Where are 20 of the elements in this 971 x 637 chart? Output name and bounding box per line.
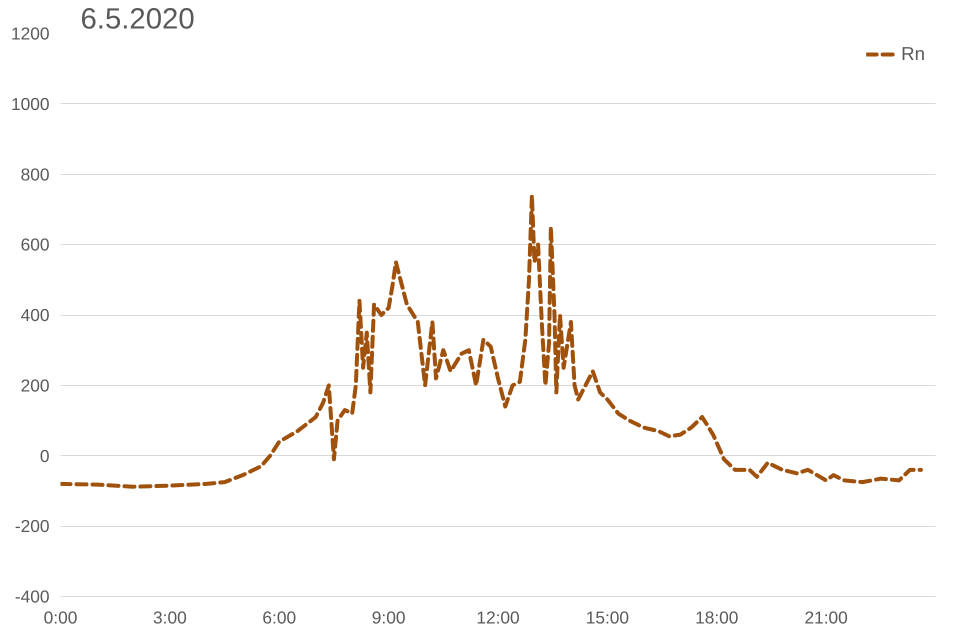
y-tick-label: 400 [20, 305, 50, 325]
x-tick-label: 21:00 [804, 608, 848, 628]
chart-title: 6.5.2020 [80, 2, 195, 36]
y-tick-label: 0 [40, 446, 50, 466]
y-tick-label: 600 [20, 234, 50, 255]
y-tick-label: 1200 [10, 24, 50, 44]
x-tick-label: 0:00 [44, 608, 78, 628]
y-tick-label: -200 [14, 516, 50, 536]
x-tick-label: 3:00 [153, 608, 187, 628]
y-tick-label: 1000 [10, 94, 50, 114]
x-tick-label: 12:00 [476, 608, 520, 628]
legend-label: Rn [901, 43, 925, 65]
x-tick-label: 6:00 [262, 608, 296, 628]
line-series [60, 193, 923, 489]
y-tick-label: -400 [14, 586, 50, 606]
x-tick-label: 9:00 [372, 608, 406, 628]
x-tick-label: 15:00 [586, 608, 630, 628]
y-tick-label: 200 [20, 375, 50, 396]
x-tick-label: 18:00 [695, 608, 738, 628]
y-tick-label: 800 [20, 164, 50, 184]
